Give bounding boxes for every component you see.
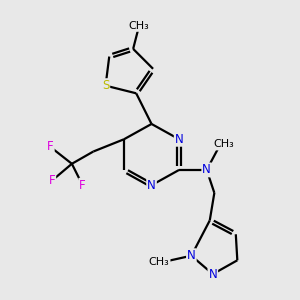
Text: N: N bbox=[147, 179, 156, 192]
Text: N: N bbox=[175, 133, 184, 146]
Text: F: F bbox=[79, 179, 86, 192]
Text: F: F bbox=[49, 174, 55, 187]
Text: N: N bbox=[202, 164, 211, 176]
Text: CH₃: CH₃ bbox=[149, 257, 170, 267]
Text: N: N bbox=[187, 249, 196, 262]
Text: CH₃: CH₃ bbox=[128, 21, 149, 31]
Text: S: S bbox=[102, 79, 109, 92]
Text: N: N bbox=[208, 268, 217, 281]
Text: F: F bbox=[47, 140, 54, 153]
Text: CH₃: CH₃ bbox=[213, 140, 234, 149]
